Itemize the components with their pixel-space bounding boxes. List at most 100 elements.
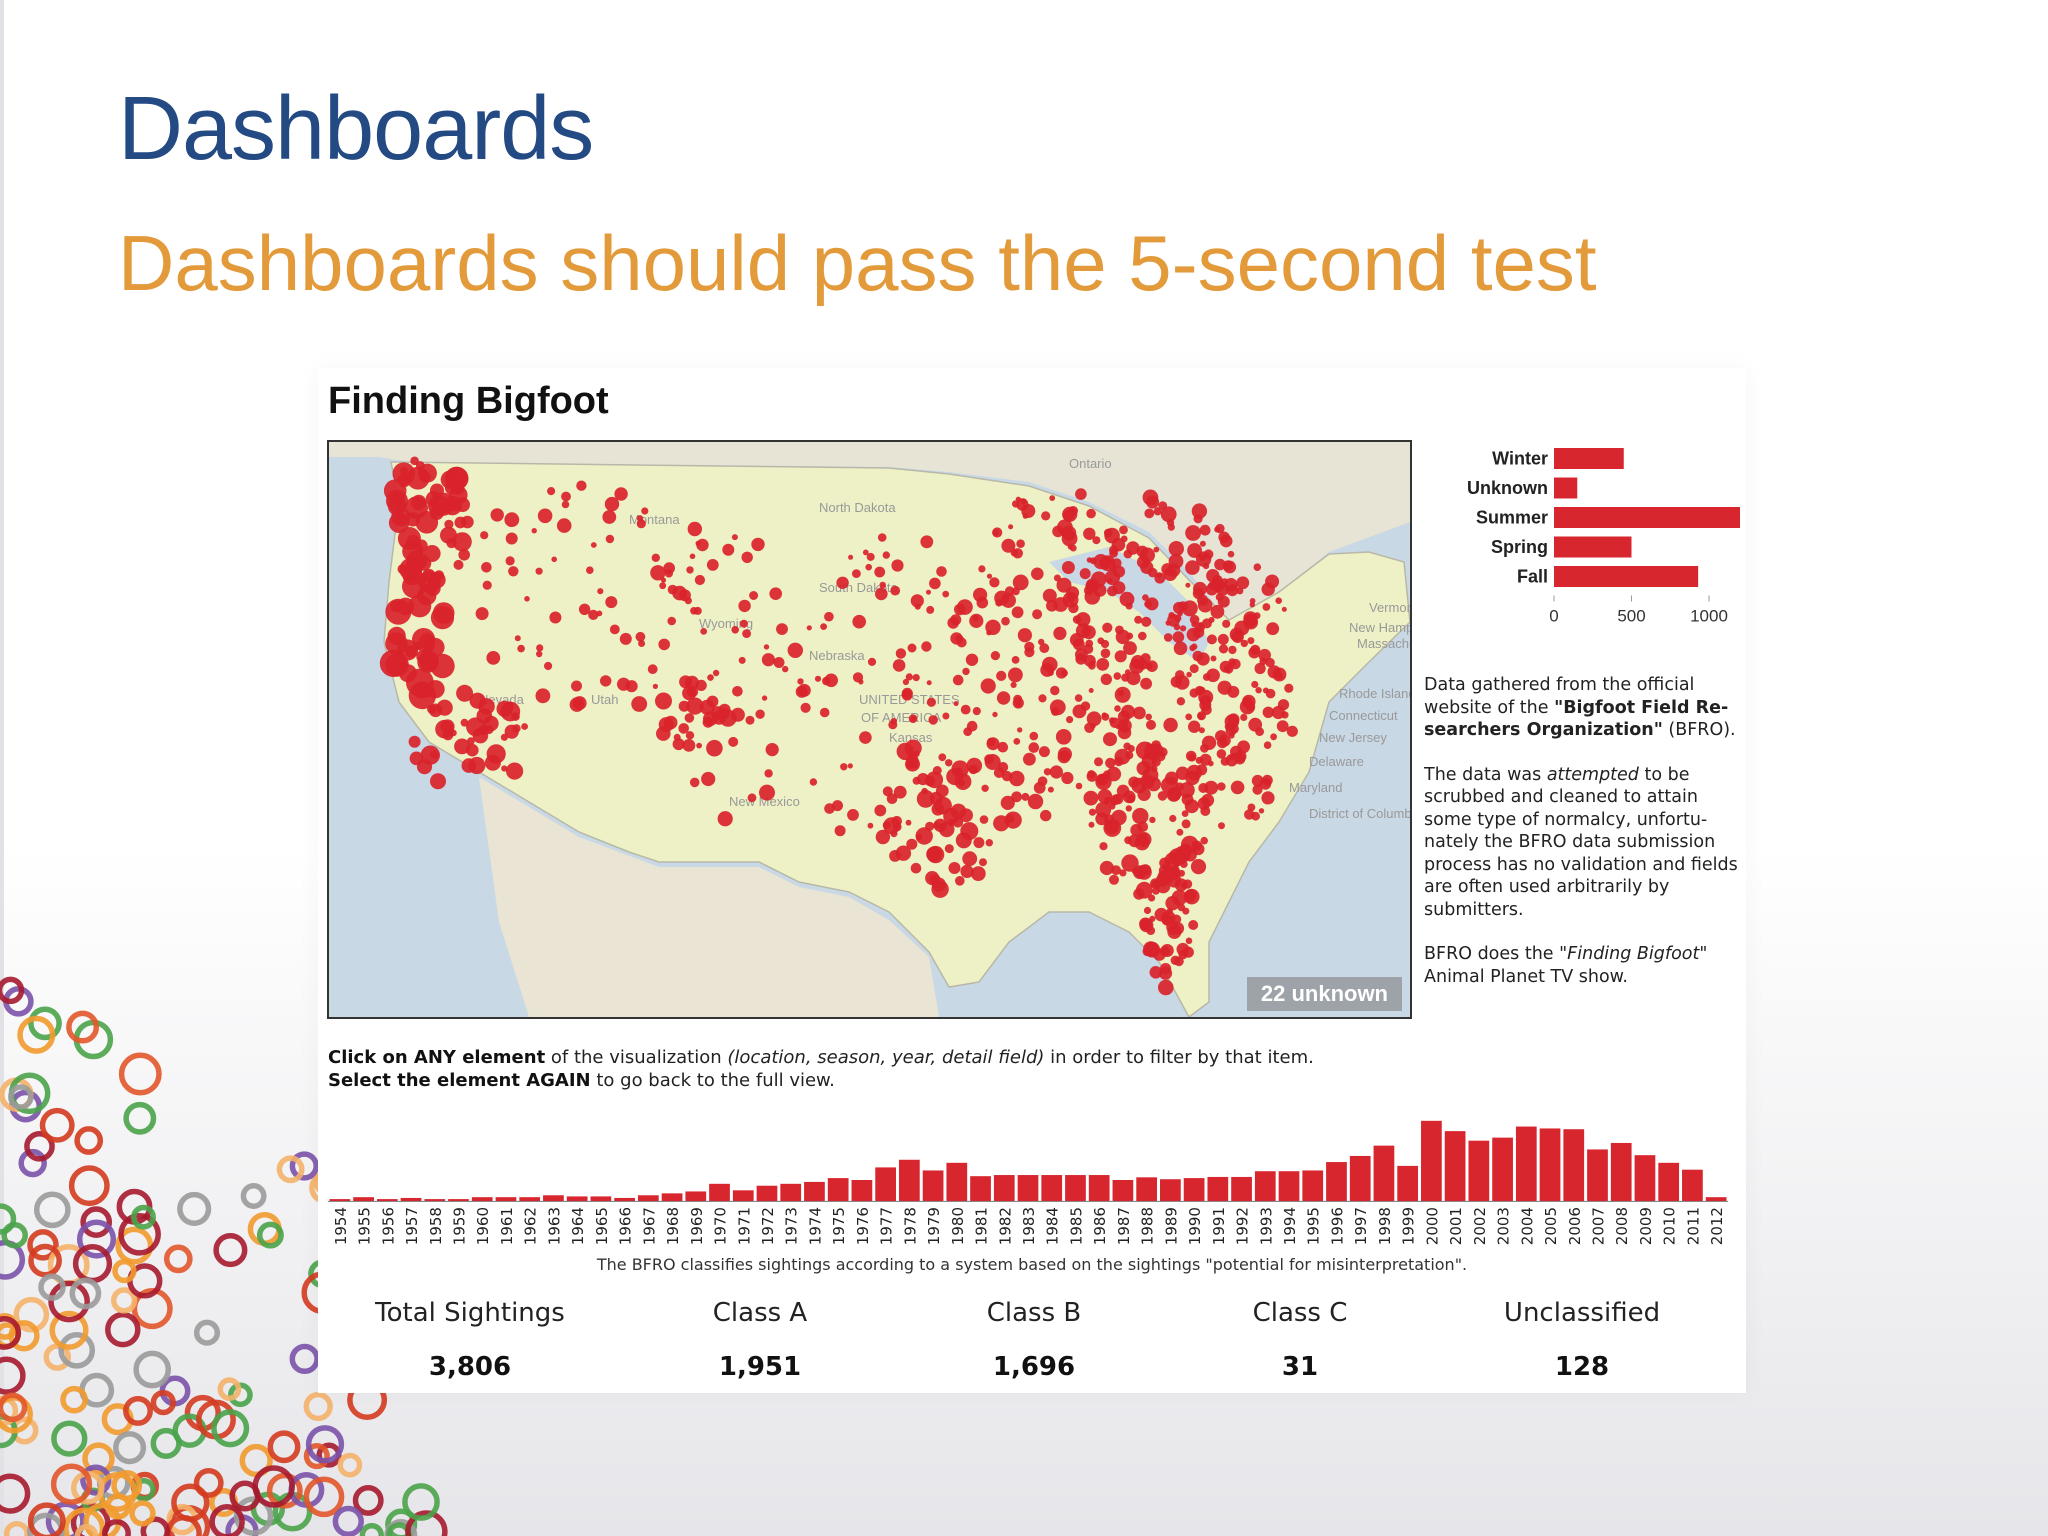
sighting-dot[interactable]: [1153, 507, 1162, 516]
sighting-dot[interactable]: [590, 542, 597, 548]
sighting-dot[interactable]: [1038, 638, 1045, 646]
sighting-dot[interactable]: [882, 786, 893, 797]
sighting-dot[interactable]: [521, 723, 528, 730]
sighting-dot[interactable]: [1201, 704, 1212, 716]
sighting-dot[interactable]: [686, 566, 694, 574]
sighting-dot[interactable]: [1175, 670, 1185, 680]
year-bar-2004[interactable]: [1515, 1126, 1537, 1201]
sighting-dot[interactable]: [650, 565, 666, 581]
sighting-dot[interactable]: [1247, 637, 1255, 645]
sighting-dot[interactable]: [968, 764, 978, 775]
sighting-dot[interactable]: [1281, 606, 1287, 612]
sighting-dot[interactable]: [943, 808, 960, 825]
sighting-dot[interactable]: [571, 680, 582, 692]
sighting-dot[interactable]: [1136, 545, 1149, 558]
sighting-dot[interactable]: [1046, 599, 1058, 612]
sighting-dot[interactable]: [921, 641, 932, 652]
sighting-dot[interactable]: [1161, 914, 1173, 926]
sighting-dot[interactable]: [1191, 503, 1208, 519]
sighting-dot[interactable]: [759, 784, 775, 801]
sighting-dot[interactable]: [1210, 604, 1225, 619]
sighting-dot[interactable]: [385, 632, 408, 655]
sighting-dot[interactable]: [602, 510, 617, 524]
sighting-dot[interactable]: [761, 695, 768, 701]
sighting-dot[interactable]: [1021, 792, 1030, 801]
sighting-dot[interactable]: [1053, 574, 1061, 582]
year-bar-1999[interactable]: [1397, 1165, 1419, 1201]
year-bar-1993[interactable]: [1254, 1171, 1276, 1201]
sighting-dot[interactable]: [1226, 584, 1239, 597]
unknown-count-badge[interactable]: 22 unknown: [1246, 977, 1402, 1011]
sighting-dot[interactable]: [586, 566, 594, 574]
sighting-dot[interactable]: [1189, 614, 1200, 625]
sighting-dot[interactable]: [1251, 680, 1259, 689]
sighting-dot[interactable]: [1158, 864, 1171, 877]
sighting-dot[interactable]: [859, 731, 872, 744]
year-bar-1966[interactable]: [614, 1197, 635, 1201]
sighting-dot[interactable]: [965, 653, 979, 666]
sighting-dot[interactable]: [1236, 576, 1250, 590]
sighting-dot[interactable]: [916, 790, 935, 808]
sighting-dot[interactable]: [1086, 711, 1102, 727]
sighting-dot[interactable]: [1103, 732, 1117, 747]
sighting-dot[interactable]: [996, 691, 1011, 705]
sighting-dot[interactable]: [981, 784, 989, 792]
sighting-dot[interactable]: [1142, 594, 1149, 601]
sighting-dot[interactable]: [1137, 787, 1151, 801]
sighting-dot[interactable]: [1083, 527, 1096, 540]
sighting-dot[interactable]: [1234, 753, 1246, 765]
sighting-dot[interactable]: [453, 559, 464, 570]
sighting-dot[interactable]: [1151, 740, 1161, 750]
sighting-dot[interactable]: [1218, 644, 1229, 654]
sighting-dot[interactable]: [1182, 907, 1190, 915]
year-bar-1960[interactable]: [471, 1197, 493, 1201]
sighting-dot[interactable]: [576, 480, 587, 491]
sighting-dot[interactable]: [953, 701, 959, 707]
sighting-dot[interactable]: [1228, 732, 1235, 739]
sighting-dot[interactable]: [1033, 781, 1046, 794]
sighting-dot[interactable]: [1201, 618, 1212, 629]
sighting-dot[interactable]: [993, 767, 1005, 778]
sighting-dot[interactable]: [1146, 776, 1161, 792]
sighting-dot[interactable]: [1227, 713, 1240, 726]
sighting-dot[interactable]: [1099, 555, 1116, 572]
sighting-dot[interactable]: [452, 532, 472, 552]
stat-class-b[interactable]: Class B 1,696: [914, 1298, 1154, 1382]
sighting-dot[interactable]: [1204, 780, 1219, 795]
sighting-dot[interactable]: [908, 714, 918, 724]
sighting-dot[interactable]: [1074, 694, 1083, 702]
year-bar-1986[interactable]: [1088, 1175, 1110, 1201]
sighting-dot[interactable]: [962, 851, 978, 867]
sighting-dot[interactable]: [1134, 615, 1143, 624]
stat-class-a[interactable]: Class A 1,951: [640, 1298, 880, 1382]
sighting-dot[interactable]: [806, 625, 812, 631]
sighting-dot[interactable]: [524, 596, 530, 602]
sighting-dot[interactable]: [1123, 641, 1137, 655]
sighting-dot[interactable]: [1205, 583, 1218, 596]
sighting-dot[interactable]: [517, 644, 525, 653]
sighting-dot[interactable]: [732, 686, 743, 697]
sighting-dot[interactable]: [440, 719, 455, 734]
sighting-dot[interactable]: [442, 729, 454, 741]
sighting-dot[interactable]: [979, 815, 989, 824]
sighting-dot[interactable]: [973, 837, 985, 849]
sighting-dot[interactable]: [1200, 836, 1208, 845]
sighting-dot[interactable]: [1258, 648, 1271, 662]
sighting-dot[interactable]: [1150, 878, 1161, 889]
sighting-dot[interactable]: [976, 596, 989, 609]
sighting-dot[interactable]: [1221, 578, 1229, 585]
sighting-dot[interactable]: [1181, 600, 1198, 617]
sighting-dot[interactable]: [1011, 606, 1024, 619]
sighting-dot[interactable]: [625, 680, 638, 693]
sighting-dot[interactable]: [1041, 511, 1051, 521]
sighting-dot[interactable]: [1266, 622, 1280, 636]
sighting-dot[interactable]: [1146, 719, 1156, 730]
sighting-dot[interactable]: [469, 692, 486, 709]
sighting-dot[interactable]: [824, 673, 838, 688]
sighting-dot[interactable]: [1153, 546, 1160, 553]
sighting-dot[interactable]: [1049, 765, 1063, 779]
year-bar-1983[interactable]: [1017, 1175, 1039, 1201]
sighting-dot[interactable]: [1181, 810, 1189, 817]
sighting-dot[interactable]: [1181, 819, 1191, 829]
sighting-dot[interactable]: [820, 623, 827, 630]
